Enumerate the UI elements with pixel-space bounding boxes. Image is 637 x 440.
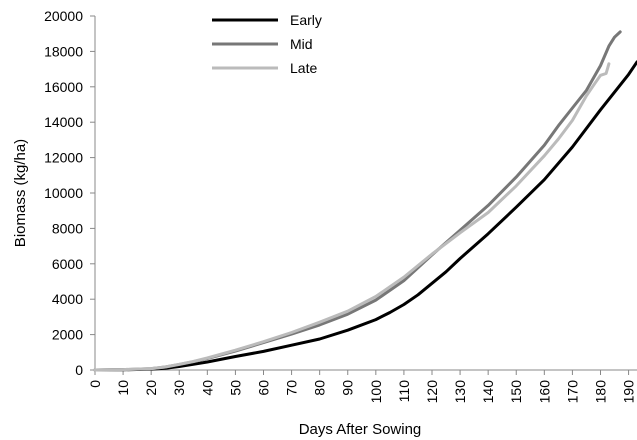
y-tick-label: 20000 (44, 8, 83, 24)
x-tick-label: 140 (480, 380, 496, 404)
x-tick-label: 170 (564, 380, 580, 404)
x-tick-label: 40 (199, 380, 215, 396)
y-tick-label: 10000 (44, 185, 83, 201)
x-tick-label: 160 (536, 380, 552, 404)
series-line-late (93, 62, 611, 372)
x-tick-label: 20 (143, 380, 159, 396)
y-tick-label: 0 (75, 362, 83, 378)
x-axis-title: Days After Sowing (299, 421, 422, 438)
y-axis-title: Biomass (kg/ha) (12, 139, 29, 247)
x-tick-label: 120 (424, 380, 440, 404)
y-tick-label: 12000 (44, 150, 83, 166)
y-tick-label: 14000 (44, 114, 83, 130)
x-tick-label: 80 (312, 380, 328, 396)
x-axis: 0 10 20 30 40 50 60 70 80 90 100 110 120 130 140 150 160… (87, 369, 637, 404)
x-tick-label: 30 (171, 380, 187, 396)
x-tick-label: 130 (452, 380, 468, 404)
x-tick-label: 70 (284, 380, 300, 396)
x-tick-label: 180 (592, 380, 608, 404)
legend-label-mid: Mid (290, 36, 313, 52)
x-tick-label: 60 (255, 380, 271, 396)
y-tick-label: 8000 (52, 220, 83, 236)
y-tick-label: 2000 (52, 327, 83, 343)
x-tick-label: 100 (368, 380, 384, 404)
y-tick-label: 16000 (44, 79, 83, 95)
legend: Early Mid Late (212, 12, 322, 76)
series-lines (93, 30, 637, 372)
y-axis: 0 2000 4000 6000 8000 10000 12000 14000 16000 180… (44, 8, 96, 378)
x-tick-label: 150 (508, 380, 524, 404)
x-tick-label: 0 (87, 380, 103, 388)
x-tick-label: 90 (340, 380, 356, 396)
legend-label-early: Early (290, 12, 322, 28)
x-tick-label: 190 (621, 380, 637, 404)
series-line-early (93, 60, 637, 372)
x-tick-label: 10 (115, 380, 131, 396)
x-tick-label: 50 (227, 380, 243, 396)
y-tick-label: 6000 (52, 256, 83, 272)
series-line-mid (93, 30, 622, 372)
y-tick-label: 18000 (44, 43, 83, 59)
x-tick-label: 110 (396, 380, 412, 403)
y-tick-label: 4000 (52, 291, 83, 307)
legend-label-late: Late (290, 60, 317, 76)
